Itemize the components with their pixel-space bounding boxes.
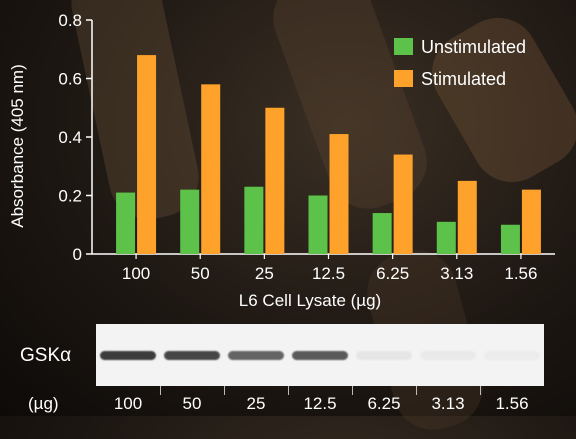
blot-lane-label: 50 — [182, 394, 202, 413]
bar-unstimulated — [116, 192, 136, 254]
blot-lane-label: 6.25 — [367, 394, 401, 413]
x-tick-label: 25 — [255, 264, 274, 283]
legend-swatch — [394, 38, 413, 55]
y-tick-label: 0.4 — [58, 128, 82, 147]
blot-band — [484, 351, 540, 360]
bar-unstimulated — [180, 189, 200, 254]
blot-band — [356, 351, 412, 360]
y-tick-label: 0.8 — [58, 11, 82, 30]
bar-unstimulated — [244, 186, 264, 254]
bar-stimulated — [393, 154, 413, 254]
western-blot-image — [96, 324, 544, 386]
y-tick-label: 0 — [73, 245, 82, 264]
blot-lane-label: 25 — [246, 394, 266, 413]
blot-unit-label: (µg) — [28, 394, 59, 413]
bar-unstimulated — [372, 213, 392, 254]
bar-unstimulated — [436, 221, 456, 254]
x-tick-label: 100 — [122, 264, 150, 283]
x-tick-label: 50 — [191, 264, 210, 283]
blot-lane-separator — [160, 386, 161, 395]
blot-protein-label: GSKα — [20, 345, 72, 366]
bar-stimulated — [457, 180, 477, 254]
legend-label: Unstimulated — [421, 37, 526, 57]
bar-chart: 0 0.2 0.4 0.6 0.8 100 50 25 12.5 6.25 3.13 1.56 Ab… — [8, 11, 555, 310]
blot-band — [420, 351, 476, 360]
legend-swatch — [394, 70, 413, 87]
x-axis-title: L6 Cell Lysate (µg) — [239, 291, 381, 310]
blot-band — [292, 351, 348, 360]
blot-lane-separator — [416, 386, 417, 395]
blot-lane-label: 12.5 — [303, 394, 337, 413]
bar-stimulated — [265, 107, 285, 254]
blot-lane-label: 1.56 — [495, 394, 529, 413]
bar-stimulated — [521, 189, 541, 254]
blot-lane-separator — [288, 386, 289, 395]
bar-stimulated — [329, 134, 349, 254]
blot-lane-separator — [480, 386, 481, 395]
chart-axes: 0 0.2 0.4 0.6 0.8 — [58, 11, 555, 264]
blot-lane-label: 100 — [113, 394, 143, 413]
y-tick-label: 0.6 — [58, 70, 82, 89]
blot-band — [228, 351, 284, 360]
blot-lane-separator — [224, 386, 225, 395]
legend-label: Stimulated — [421, 69, 506, 89]
x-tick-label: 12.5 — [312, 264, 345, 283]
bar-unstimulated — [500, 224, 520, 254]
y-tick-label: 0.2 — [58, 187, 82, 206]
chart-bars — [116, 55, 541, 254]
y-axis-title: Absorbance (405 nm) — [8, 64, 27, 227]
blot-lane-label: 3.13 — [431, 394, 465, 413]
x-tick-label: 3.13 — [440, 264, 473, 283]
x-tick-label: 1.56 — [504, 264, 537, 283]
x-tick-label: 6.25 — [376, 264, 409, 283]
blot-band — [100, 351, 156, 360]
chart-legend: Unstimulated Stimulated — [394, 37, 526, 89]
blot-band — [164, 351, 220, 360]
blot-lane-separator — [352, 386, 353, 395]
bar-stimulated — [201, 84, 221, 254]
bar-unstimulated — [308, 195, 328, 254]
chart-labels: 100 50 25 12.5 6.25 3.13 1.56 — [122, 264, 538, 283]
bar-stimulated — [137, 55, 157, 254]
